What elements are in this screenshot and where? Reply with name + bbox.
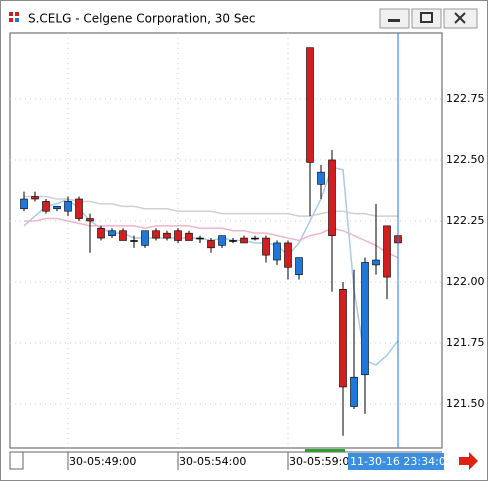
candle-body <box>163 232 171 239</box>
candle-body <box>130 240 138 242</box>
x-tick-label: 30-05:59:00 <box>289 455 356 468</box>
y-tick-label: 121.75 <box>446 336 485 349</box>
candle-body <box>108 230 116 236</box>
candle-body <box>284 242 292 268</box>
minimize-button[interactable] <box>379 8 410 29</box>
y-tick-label: 122.75 <box>446 92 485 105</box>
candle-body <box>350 376 358 407</box>
candle-body <box>262 237 270 256</box>
y-tick-label: 122.25 <box>446 214 485 227</box>
candle-body <box>251 237 259 240</box>
candle-body <box>196 237 204 240</box>
candle-body <box>174 230 182 241</box>
candle-body <box>97 227 105 239</box>
session-marker <box>305 449 345 452</box>
candle-body <box>317 171 325 185</box>
candle-body <box>295 257 303 275</box>
candle-body <box>218 235 226 246</box>
candle-body <box>339 289 347 388</box>
app-icon <box>9 12 19 22</box>
candle-body <box>75 198 83 219</box>
candle-body <box>240 237 248 244</box>
y-tick-label: 121.50 <box>446 397 485 410</box>
candle-body <box>306 47 314 163</box>
window-title: S.CELG - Celgene Corporation, 30 Sec <box>28 12 255 26</box>
cursor-label-bg <box>348 453 444 470</box>
candle-body <box>185 232 193 241</box>
candle-body <box>207 240 215 249</box>
candle-body <box>53 206 61 210</box>
candle-body <box>64 201 72 212</box>
y-tick-label: 122.50 <box>446 153 485 166</box>
plot-area <box>9 32 443 449</box>
candle-body <box>31 196 39 200</box>
scroll-box[interactable] <box>9 451 24 470</box>
candle-body <box>383 225 391 278</box>
candle-body <box>328 159 336 236</box>
maximize-button[interactable] <box>411 8 442 29</box>
candle-body <box>119 230 127 241</box>
y-tick-label: 122.00 <box>446 275 485 288</box>
close-button[interactable] <box>443 8 478 29</box>
scroll-right-arrow[interactable] <box>459 452 478 470</box>
candle-body <box>20 198 28 210</box>
candle-body <box>229 240 237 242</box>
candle-body <box>141 230 149 246</box>
candle-body <box>152 230 160 239</box>
candle-body <box>42 201 50 212</box>
cursor-label: 11-30-16 23:34:00 <box>350 455 453 468</box>
x-tick-label: 30-05:49:00 <box>69 455 136 468</box>
candle-body <box>372 259 380 266</box>
candle-body <box>273 242 281 261</box>
x-tick-label: 30-05:54:00 <box>179 455 246 468</box>
candle-body <box>361 262 369 376</box>
candle-body <box>86 218 94 222</box>
